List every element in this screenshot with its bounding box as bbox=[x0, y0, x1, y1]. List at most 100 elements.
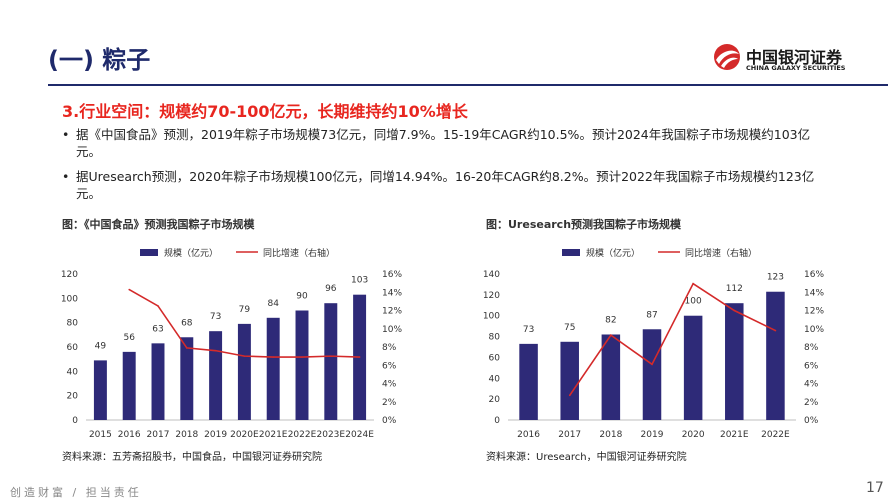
legend-bar-swatch bbox=[562, 249, 580, 256]
y-left-tick-label: 60 bbox=[67, 343, 79, 353]
y-right-tick-label: 16% bbox=[382, 270, 402, 280]
bullet-item: • 据《中国食品》预测，2019年粽子市场规模73亿元，同增7.9%。15-19… bbox=[62, 126, 832, 160]
y-right-tick-label: 8% bbox=[382, 343, 397, 353]
x-tick-label: 2017 bbox=[147, 430, 170, 440]
bullet-text: 据《中国食品》预测，2019年粽子市场规模73亿元，同增7.9%。15-19年C… bbox=[76, 127, 811, 159]
company-logo: 中国银河证券 CHINA GALAXY SECURITIES bbox=[712, 42, 862, 76]
legend-label-line: 同比增速（右轴） bbox=[263, 247, 335, 259]
x-tick-label: 2016 bbox=[517, 430, 540, 440]
bar-value-label: 96 bbox=[325, 284, 337, 294]
bar-value-label: 73 bbox=[210, 312, 221, 322]
x-tick-label: 2024E bbox=[345, 430, 374, 440]
y-right-tick-label: 10% bbox=[804, 325, 824, 335]
y-left-tick-label: 60 bbox=[489, 353, 501, 363]
legend-label-bar: 规模（亿元） bbox=[164, 247, 218, 259]
growth-rate-point bbox=[301, 356, 303, 358]
bar bbox=[683, 315, 703, 420]
x-tick-label: 2019 bbox=[204, 430, 227, 440]
y-left-tick-label: 120 bbox=[61, 270, 78, 280]
growth-rate-point bbox=[186, 347, 188, 349]
x-tick-label: 2015 bbox=[89, 430, 112, 440]
y-right-tick-label: 4% bbox=[804, 380, 819, 390]
y-right-tick-label: 8% bbox=[804, 343, 819, 353]
y-left-tick-label: 120 bbox=[483, 291, 500, 301]
bar bbox=[180, 337, 194, 420]
chart-title-right: 图：Uresearch预测我国粽子市场规模 bbox=[486, 218, 682, 231]
legend-label-bar: 规模（亿元） bbox=[586, 247, 640, 259]
y-left-tick-label: 0 bbox=[72, 416, 78, 426]
legend-bar-swatch bbox=[140, 249, 158, 256]
bar-value-label: 103 bbox=[351, 276, 368, 286]
growth-rate-point bbox=[733, 309, 736, 312]
x-tick-label: 2016 bbox=[118, 430, 141, 440]
bar bbox=[122, 351, 136, 420]
bullet-item: • 据Uresearch预测，2020年粽子市场规模100亿元，同增14.94%… bbox=[62, 168, 832, 202]
bar bbox=[151, 343, 165, 420]
bar-value-label: 82 bbox=[605, 315, 616, 325]
y-left-tick-label: 140 bbox=[483, 270, 500, 280]
market-size-chart-left: 规模（亿元） 同比增速（右轴） 0 20 40 60 80 100 120 0% 2% 4% 6% 8% 1… bbox=[61, 247, 403, 440]
page-title: (一) 粽子 bbox=[48, 46, 151, 74]
source-note-left: 资料来源：五芳斋招股书，中国食品，中国银河证券研究院 bbox=[62, 452, 322, 463]
x-tick-label: 2023E bbox=[317, 430, 346, 440]
bar bbox=[560, 341, 579, 420]
x-tick-label: 2020E bbox=[230, 430, 259, 440]
growth-rate-point bbox=[157, 305, 159, 307]
bar bbox=[295, 310, 309, 420]
y-right-tick-label: 2% bbox=[382, 398, 397, 408]
growth-rate-point bbox=[692, 282, 694, 285]
y-right-tick-label: 12% bbox=[382, 307, 402, 317]
y-left-tick-label: 40 bbox=[489, 374, 501, 384]
footer-slogan: 创造财富 / 担当责任 bbox=[10, 486, 142, 499]
bullet-dot-icon: • bbox=[62, 127, 70, 142]
bar bbox=[725, 303, 744, 420]
y-right-tick-label: 0% bbox=[804, 416, 819, 426]
x-tick-label: 2021E bbox=[720, 430, 749, 440]
bar bbox=[93, 360, 107, 420]
bar-value-label: 87 bbox=[646, 310, 657, 320]
bar bbox=[209, 331, 223, 420]
y-right-tick-label: 4% bbox=[382, 380, 397, 390]
bar-value-label: 112 bbox=[726, 284, 743, 294]
bar bbox=[601, 334, 621, 420]
logo-name-cn: 中国银河证券 bbox=[746, 48, 843, 67]
y-right-tick-label: 14% bbox=[804, 288, 824, 298]
y-right-tick-label: 14% bbox=[382, 288, 402, 298]
galaxy-logo-icon bbox=[714, 44, 740, 70]
growth-rate-point bbox=[243, 355, 246, 357]
bar bbox=[519, 343, 538, 420]
chart-title-left: 图：《中国食品》预测我国粽子市场规模 bbox=[62, 218, 255, 231]
y-left-tick-label: 0 bbox=[494, 416, 500, 426]
bar-value-label: 56 bbox=[123, 333, 135, 343]
page-number: 17 bbox=[866, 480, 884, 496]
bullet-text: 据Uresearch预测，2020年粽子市场规模100亿元，同增14.94%。1… bbox=[76, 169, 815, 201]
y-right-tick-label: 16% bbox=[804, 270, 824, 280]
x-tick-label: 2020 bbox=[682, 430, 705, 440]
legend-label-line: 同比增速（右轴） bbox=[685, 247, 757, 259]
bar-value-label: 75 bbox=[564, 323, 575, 333]
section-heading: 3.行业空间：规模约70-100亿元，长期维持约10%增长 bbox=[62, 102, 468, 121]
bar-value-label: 63 bbox=[152, 324, 163, 334]
growth-rate-point bbox=[568, 394, 571, 397]
y-right-tick-label: 2% bbox=[804, 398, 819, 408]
growth-rate-point bbox=[774, 329, 777, 332]
x-tick-label: 2021E bbox=[259, 430, 288, 440]
y-left-tick-label: 100 bbox=[61, 294, 78, 304]
bar bbox=[642, 329, 662, 420]
bar bbox=[266, 317, 280, 420]
growth-rate-point bbox=[128, 288, 130, 291]
market-size-chart-right: 规模（亿元） 同比增速（右轴） 0 20 40 60 80 100 120 140 0% 2% 4% 6%… bbox=[483, 247, 825, 440]
y-right-tick-label: 10% bbox=[382, 325, 402, 335]
logo-name-en: CHINA GALAXY SECURITIES bbox=[746, 64, 846, 72]
x-tick-label: 2022E bbox=[761, 430, 790, 440]
bar-value-label: 90 bbox=[296, 292, 308, 302]
growth-rate-point bbox=[358, 356, 361, 358]
bar-value-label: 79 bbox=[239, 305, 251, 315]
y-left-tick-label: 80 bbox=[67, 319, 79, 329]
x-tick-label: 2018 bbox=[599, 430, 622, 440]
y-right-tick-label: 12% bbox=[804, 307, 824, 317]
bar-value-label: 100 bbox=[685, 297, 702, 307]
y-left-tick-label: 100 bbox=[483, 312, 500, 322]
bar bbox=[766, 291, 785, 420]
bar bbox=[237, 323, 251, 420]
